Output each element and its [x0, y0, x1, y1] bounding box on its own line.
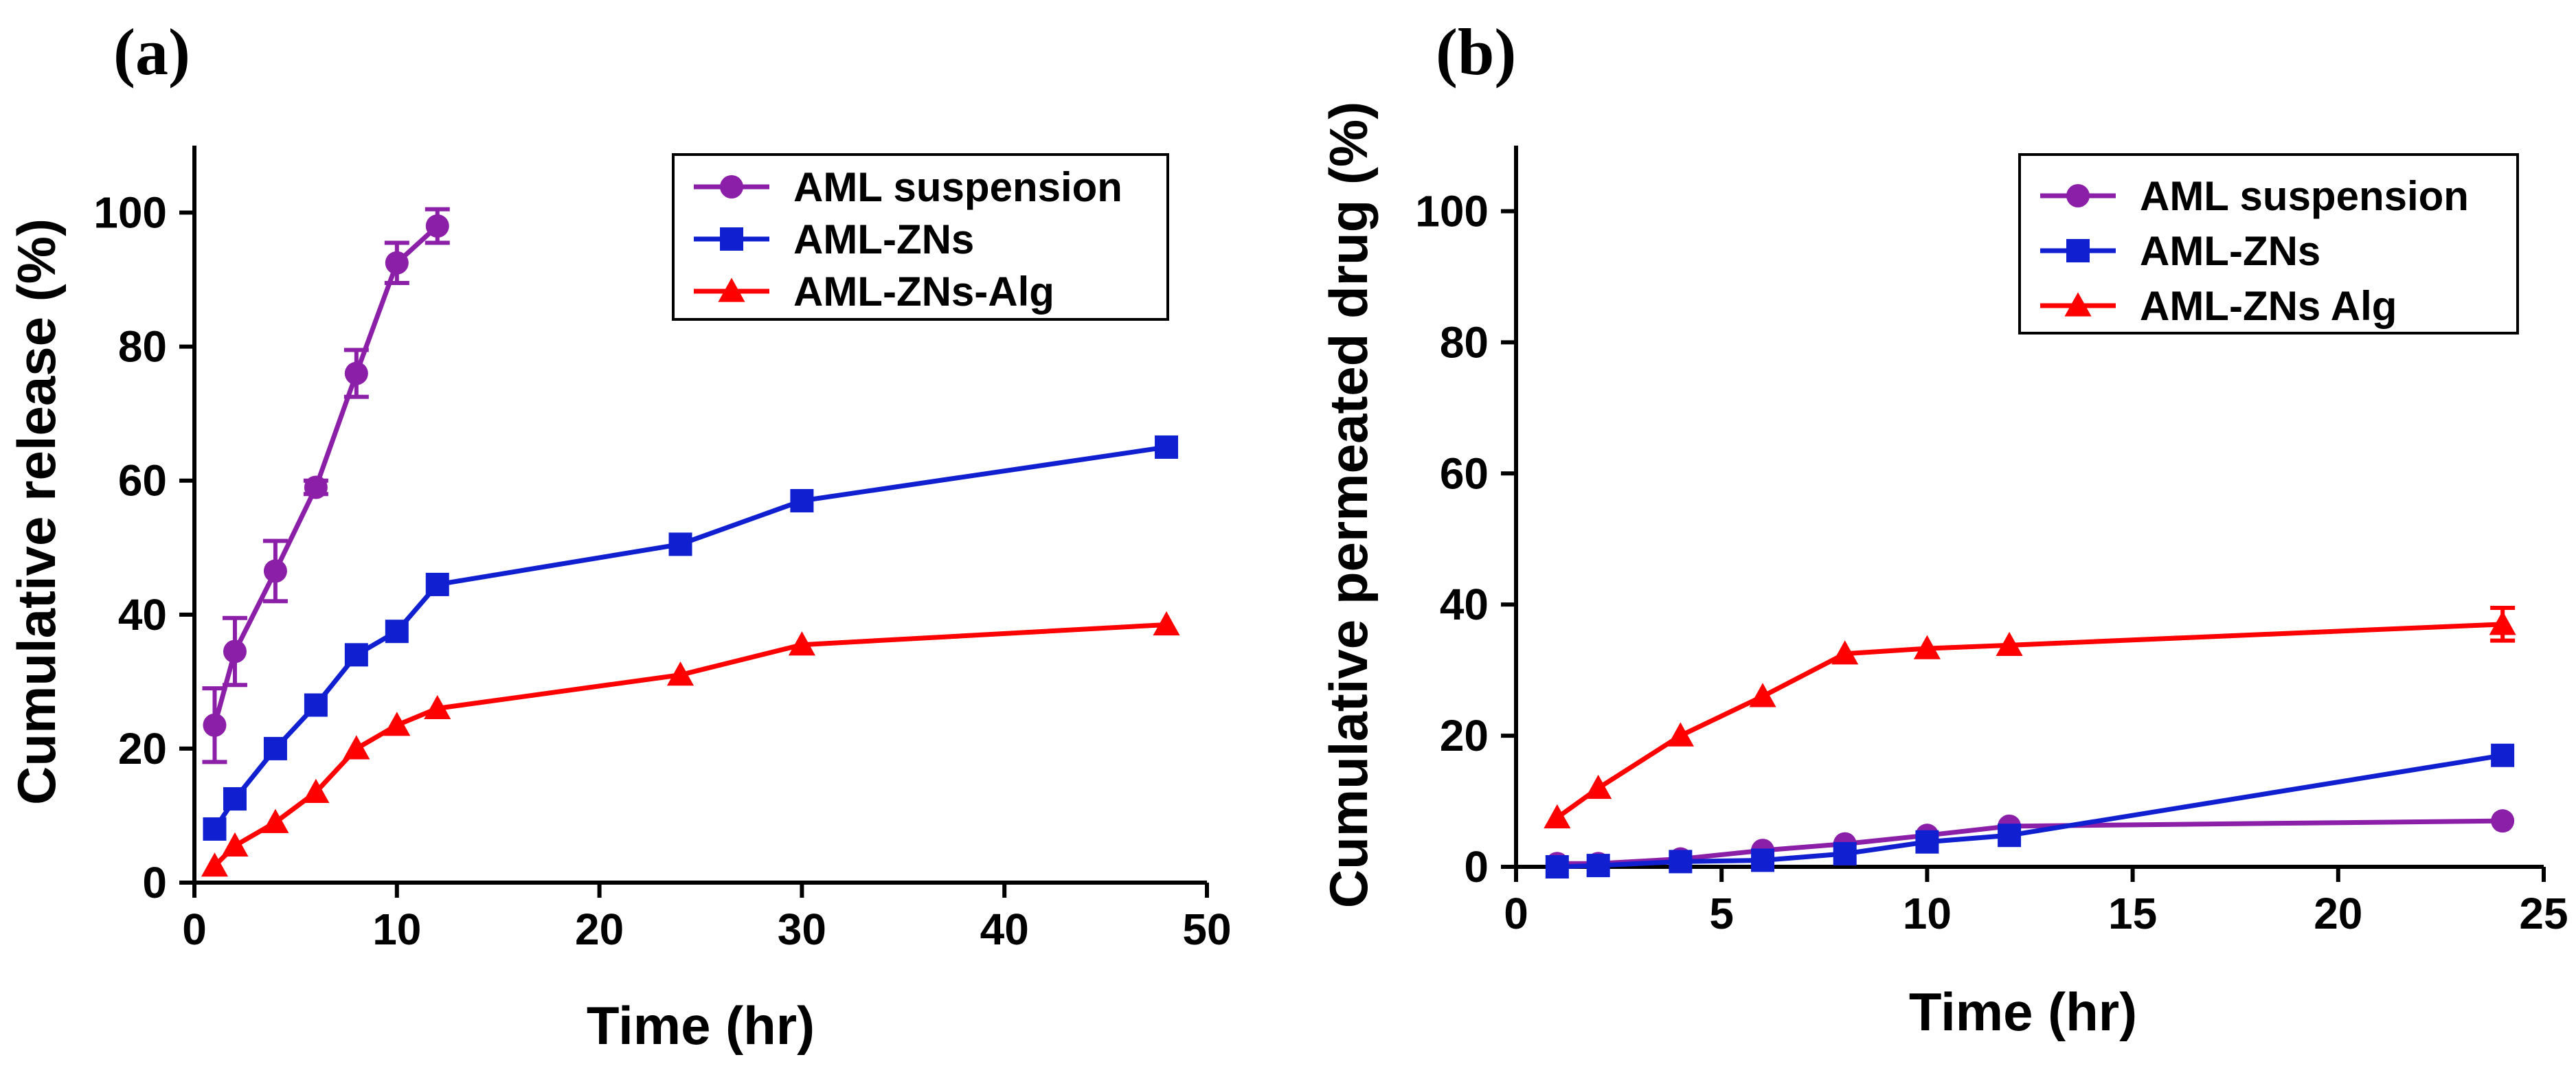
legend-label: AML-ZNs [2140, 228, 2320, 274]
panel-a: (a) Cumulative release (%) Time (hr) 0 10… [6, 15, 1232, 1056]
data-point [1153, 611, 1180, 636]
data-point [1545, 855, 1569, 878]
x-tick-label: 10 [372, 905, 421, 954]
data-point [344, 361, 368, 385]
data-point [2489, 611, 2516, 635]
legend-marker [718, 277, 745, 302]
data-point [1831, 640, 1859, 665]
data-point [201, 852, 229, 877]
panel-b: (b) Cumulative permeated drug (%) Time (… [1318, 15, 2568, 1042]
data-point [263, 559, 287, 583]
data-point [1667, 722, 1694, 747]
x-tick-label: 0 [1504, 889, 1528, 938]
data-point [425, 214, 449, 238]
data-point [383, 712, 411, 736]
data-point [1913, 635, 1941, 659]
data-point [263, 736, 287, 760]
x-tick-label: 40 [980, 905, 1029, 954]
data-point [1155, 435, 1179, 459]
data-point [790, 488, 814, 512]
x-tick-label: 5 [1709, 889, 1734, 938]
data-point [203, 817, 227, 841]
legend-marker [2066, 239, 2090, 262]
series-line [1557, 818, 2503, 866]
data-point [385, 251, 409, 275]
x-tick-label: 20 [2314, 889, 2362, 938]
y-tick-label: 100 [1415, 186, 1489, 236]
y-tick-label: 100 [93, 188, 167, 238]
panel-label: (a) [113, 15, 190, 89]
data-point [385, 620, 409, 644]
data-point [2491, 809, 2515, 833]
data-point [425, 572, 449, 596]
x-tick-label: 50 [1182, 905, 1231, 954]
data-point [1998, 824, 2022, 848]
data-point [343, 735, 370, 760]
y-tick-label: 80 [118, 322, 167, 372]
data-point [344, 643, 368, 667]
x-tick-label: 0 [182, 905, 207, 954]
legend-label: AML-ZNs-Alg [793, 269, 1054, 315]
data-point [223, 639, 247, 664]
data-point [304, 693, 328, 717]
data-point [424, 694, 451, 720]
data-point [1586, 854, 1610, 878]
data-point [1749, 683, 1776, 707]
legend-marker [2064, 292, 2092, 317]
data-point [1585, 774, 1612, 800]
series-line [212, 444, 1167, 830]
data-point [1996, 631, 2023, 657]
data-point [2491, 743, 2515, 767]
y-tick-label: 20 [118, 724, 167, 773]
legend-marker [2066, 184, 2090, 207]
data-point [666, 661, 694, 686]
legend-label: AML suspension [2140, 173, 2469, 219]
x-tick-label: 25 [2519, 889, 2568, 938]
data-point [304, 475, 328, 499]
data-point [1751, 848, 1775, 872]
y-tick-label: 40 [118, 590, 167, 639]
data-point [1915, 830, 1939, 854]
y-tick-label: 60 [1440, 449, 1489, 498]
data-point [221, 832, 249, 857]
legend-marker [720, 227, 743, 251]
data-point [223, 787, 247, 811]
x-axis-title: Time (hr) [587, 995, 815, 1056]
series-line [1557, 753, 2503, 870]
x-axis-title: Time (hr) [1909, 982, 2137, 1042]
y-axis-title: Cumulative permeated drug (%) [1318, 102, 1379, 909]
data-point [302, 778, 330, 803]
series-line [212, 224, 440, 726]
y-tick-label: 0 [1464, 842, 1489, 892]
legend-label: AML-ZNs [793, 216, 974, 262]
data-point [1544, 804, 1571, 829]
data-point [203, 713, 227, 737]
y-axis-title: Cumulative release (%) [6, 218, 67, 805]
data-point [262, 808, 289, 833]
y-tick-label: 80 [1440, 317, 1489, 367]
legend-label: AML suspension [793, 164, 1122, 210]
panel-label: (b) [1436, 15, 1516, 89]
x-tick-label: 20 [575, 905, 624, 954]
legend-label: AML-ZNs Alg [2140, 283, 2397, 329]
y-tick-label: 20 [1440, 711, 1489, 760]
data-point [1833, 841, 1857, 865]
y-tick-label: 40 [1440, 580, 1489, 629]
series-line [1555, 622, 2503, 820]
x-tick-label: 30 [778, 905, 826, 954]
data-point [668, 532, 692, 556]
y-tick-label: 0 [142, 858, 167, 907]
legend-marker [720, 175, 743, 199]
y-tick-label: 60 [118, 456, 167, 506]
x-tick-label: 15 [2108, 889, 2157, 938]
series-line [213, 622, 1167, 868]
x-tick-label: 10 [1903, 889, 1952, 938]
data-point [1669, 850, 1693, 874]
data-point [788, 631, 815, 656]
